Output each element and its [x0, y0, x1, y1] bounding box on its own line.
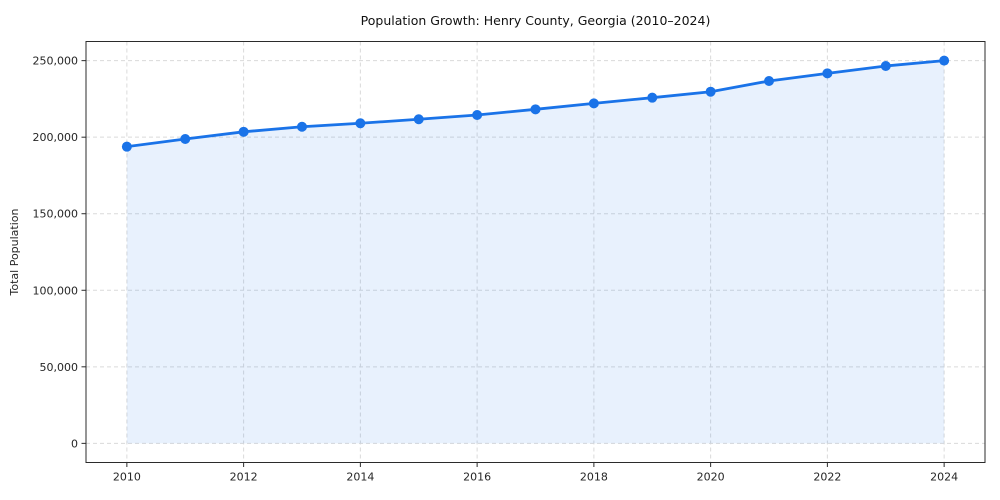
tick-label-layer: 0 50,000 100,000 150,000 200,000 250,000 2010 2… [33, 55, 959, 484]
data-point-2017 [530, 104, 541, 115]
marker-layer [121, 55, 950, 152]
data-point-2011 [180, 134, 191, 145]
data-point-2012 [238, 126, 249, 137]
data-point-2024 [939, 55, 950, 66]
plot-frame [85, 41, 986, 463]
data-point-2010 [121, 141, 132, 152]
y-axis-label: Total Population [8, 208, 21, 296]
data-point-2022 [822, 68, 833, 79]
x-tick-label: 2010 [113, 471, 141, 484]
data-point-2021 [764, 75, 775, 86]
data-point-2016 [472, 109, 483, 120]
y-tick-label: 0 [71, 437, 78, 450]
x-tick-label: 2022 [813, 471, 841, 484]
data-point-2023 [880, 60, 891, 71]
area-fill [126, 60, 945, 444]
chart-title: Population Growth: Henry County, Georgia… [361, 13, 711, 28]
y-tick-label: 200,000 [33, 131, 79, 144]
grid-layer [86, 41, 985, 463]
data-point-2019 [647, 92, 658, 103]
data-point-2020 [705, 86, 716, 97]
data-point-2014 [355, 118, 366, 129]
x-tick-label: 2024 [930, 471, 958, 484]
x-tick-label: 2012 [230, 471, 258, 484]
y-tick-label: 250,000 [33, 55, 79, 68]
tick-layer [81, 60, 945, 467]
y-tick-label: 100,000 [33, 284, 79, 297]
y-tick-label: 150,000 [33, 208, 79, 221]
data-point-2013 [296, 121, 307, 132]
x-tick-label: 2014 [346, 471, 374, 484]
x-tick-label: 2018 [580, 471, 608, 484]
y-tick-label: 50,000 [40, 361, 79, 374]
area-fill-layer [126, 60, 945, 444]
x-tick-label: 2016 [463, 471, 491, 484]
x-tick-label: 2020 [697, 471, 725, 484]
data-point-2018 [588, 98, 599, 109]
data-point-2015 [413, 114, 424, 125]
